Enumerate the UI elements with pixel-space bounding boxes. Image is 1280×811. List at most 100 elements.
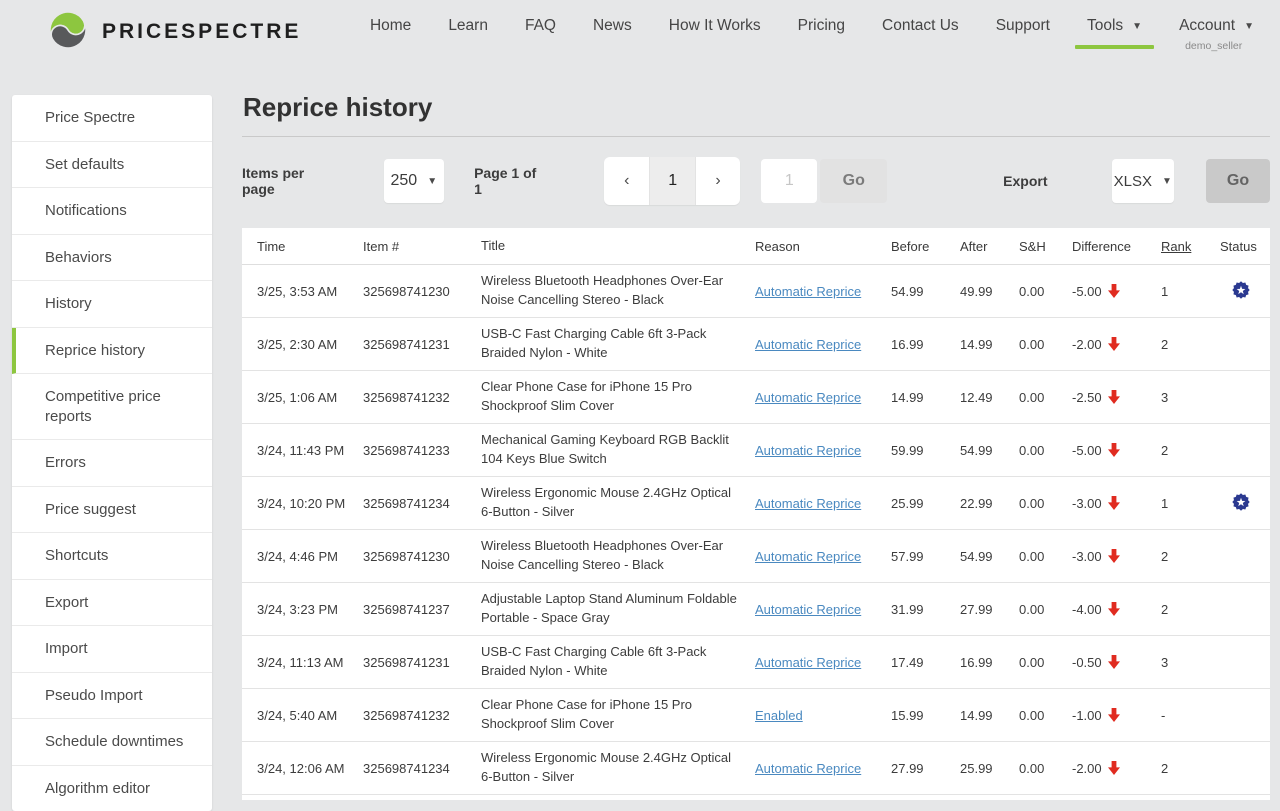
price-drop-arrow-icon: [1108, 549, 1120, 563]
cell-time: 3/24, 5:40 AM: [242, 708, 363, 723]
nav-item-contact-us[interactable]: Contact Us: [882, 17, 959, 49]
top-nav: PRICESPECTRE Home Learn FAQ News How It Work…: [0, 0, 1280, 62]
cell-before-price: 54.99: [891, 284, 960, 299]
cell-difference: -4.00: [1072, 602, 1161, 617]
table-row: 3/24, 12:06 AM325698741234Wireless Ergon…: [242, 742, 1270, 795]
sidebar-item-pseudo-import[interactable]: Pseudo Import: [12, 673, 212, 720]
sidebar-item-history[interactable]: History: [12, 281, 212, 328]
brand-name[interactable]: PRICESPECTRE: [102, 20, 301, 44]
reason-link[interactable]: Enabled: [755, 708, 803, 723]
cell-before-price: 14.99: [891, 390, 960, 405]
cell-title: USB-C Fast Charging Cable 6ft 3-Pack Bra…: [481, 325, 755, 363]
nav-item-account[interactable]: Account▼demo_seller: [1179, 17, 1254, 49]
sidebar-item-price-spectre[interactable]: Price Spectre: [12, 95, 212, 142]
price-drop-arrow-icon: [1108, 655, 1120, 669]
cell-after-price: 14.99: [960, 708, 1019, 723]
cell-difference: -2.00: [1072, 761, 1161, 776]
table-row: 3/24, 10:20 PM325698741234Wireless Ergon…: [242, 477, 1270, 530]
table-header-row: TimeItem #TitleReasonBeforeAfterS&HDiffe…: [242, 228, 1270, 265]
cell-shipping: 0.00: [1019, 337, 1072, 352]
cell-rank: -: [1161, 708, 1220, 723]
cell-rank: 3: [1161, 655, 1220, 670]
cell-reason: Automatic Reprice: [755, 655, 891, 670]
nav-item-tools[interactable]: Tools▼: [1087, 17, 1142, 49]
nav-item-label: Tools: [1087, 17, 1123, 34]
go-to-page-button[interactable]: Go: [820, 159, 887, 203]
nav-item-how-it-works[interactable]: How It Works: [669, 17, 761, 49]
sidebar-item-reprice-history[interactable]: Reprice history: [12, 328, 212, 375]
reason-link[interactable]: Automatic Reprice: [755, 496, 861, 511]
nav-item-news[interactable]: News: [593, 17, 632, 49]
reason-link[interactable]: Automatic Reprice: [755, 761, 861, 776]
sidebar-item-set-defaults[interactable]: Set defaults: [12, 142, 212, 189]
sidebar-item-price-suggest[interactable]: Price suggest: [12, 487, 212, 534]
cell-rank: 2: [1161, 602, 1220, 617]
reason-link[interactable]: Automatic Reprice: [755, 390, 861, 405]
sidebar-item-errors[interactable]: Errors: [12, 440, 212, 487]
cell-difference: -2.50: [1072, 390, 1161, 405]
reason-link[interactable]: Automatic Reprice: [755, 284, 861, 299]
column-header-before: Before: [891, 239, 960, 254]
buy-box-badge-icon: [1220, 493, 1250, 511]
nav-item-label: News: [593, 17, 632, 34]
cell-time: 3/24, 3:23 PM: [242, 602, 363, 617]
cell-time: 3/24, 11:13 AM: [242, 655, 363, 670]
cell-reason: Automatic Reprice: [755, 337, 891, 352]
cell-difference: -1.00: [1072, 708, 1161, 723]
current-page-button[interactable]: 1: [649, 157, 694, 205]
account-username: demo_seller: [1185, 40, 1242, 52]
nav-links: Home Learn FAQ News How It Works Pricing Conta…: [370, 10, 1254, 49]
nav-item-learn[interactable]: Learn: [448, 17, 488, 49]
cell-title: Wireless Bluetooth Headphones Over-Ear N…: [481, 272, 755, 310]
nav-item-support[interactable]: Support: [996, 17, 1050, 49]
cell-before-price: 15.99: [891, 708, 960, 723]
cell-item-number: 325698741231: [363, 337, 481, 352]
column-header-after: After: [960, 239, 1019, 254]
reason-link[interactable]: Automatic Reprice: [755, 655, 861, 670]
difference-value: -1.00: [1072, 708, 1102, 723]
cell-item-number: 325698741232: [363, 708, 481, 723]
column-header-s-h: S&H: [1019, 239, 1072, 254]
sidebar-item-behaviors[interactable]: Behaviors: [12, 235, 212, 282]
sidebar-item-export[interactable]: Export: [12, 580, 212, 627]
prev-page-button[interactable]: ‹: [604, 157, 649, 205]
cell-title: USB-C Fast Charging Cable 6ft 3-Pack Bra…: [481, 643, 755, 681]
column-header-rank[interactable]: Rank: [1161, 239, 1220, 254]
cell-item-number: 325698741234: [363, 761, 481, 776]
nav-item-home[interactable]: Home: [370, 17, 411, 49]
brand-logo-icon[interactable]: [48, 10, 88, 50]
page-number-input[interactable]: [761, 159, 817, 203]
nav-item-pricing[interactable]: Pricing: [798, 17, 845, 49]
cell-title: Clear Phone Case for iPhone 15 Pro Shock…: [481, 696, 755, 734]
cell-difference: -2.00: [1072, 337, 1161, 352]
cell-item-number: 325698741232: [363, 390, 481, 405]
table-row: 3/24, 11:13 AM325698741231USB-C Fast Cha…: [242, 636, 1270, 689]
sidebar-item-algorithm-editor[interactable]: Algorithm editor: [12, 766, 212, 811]
sidebar-item-shortcuts[interactable]: Shortcuts: [12, 533, 212, 580]
cell-difference: -5.00: [1072, 284, 1161, 299]
sidebar-item-import[interactable]: Import: [12, 626, 212, 673]
cell-difference: -5.00: [1072, 443, 1161, 458]
cell-reason: Automatic Reprice: [755, 390, 891, 405]
difference-value: -5.00: [1072, 443, 1102, 458]
reason-link[interactable]: Automatic Reprice: [755, 337, 861, 352]
cell-reason: Enabled: [755, 708, 891, 723]
reason-link[interactable]: Automatic Reprice: [755, 549, 861, 564]
next-page-button[interactable]: ›: [695, 157, 740, 205]
cell-shipping: 0.00: [1019, 655, 1072, 670]
title-divider: [242, 136, 1270, 137]
sidebar-item-notifications[interactable]: Notifications: [12, 188, 212, 235]
page-title: Reprice history: [243, 92, 1270, 123]
cell-before-price: 25.99: [891, 496, 960, 511]
sidebar-item-schedule-downtimes[interactable]: Schedule downtimes: [12, 719, 212, 766]
sidebar-item-competitive-price-reports[interactable]: Competitive price reports: [12, 374, 212, 440]
reason-link[interactable]: Automatic Reprice: [755, 602, 861, 617]
cell-before-price: 59.99: [891, 443, 960, 458]
nav-item-faq[interactable]: FAQ: [525, 17, 556, 49]
items-per-page-select[interactable]: 250 ▼: [384, 159, 445, 203]
export-format-select[interactable]: XLSX ▼: [1112, 159, 1174, 203]
cell-rank: 2: [1161, 549, 1220, 564]
export-go-button[interactable]: Go: [1206, 159, 1270, 203]
reason-link[interactable]: Automatic Reprice: [755, 443, 861, 458]
cell-item-number: 325698741230: [363, 549, 481, 564]
